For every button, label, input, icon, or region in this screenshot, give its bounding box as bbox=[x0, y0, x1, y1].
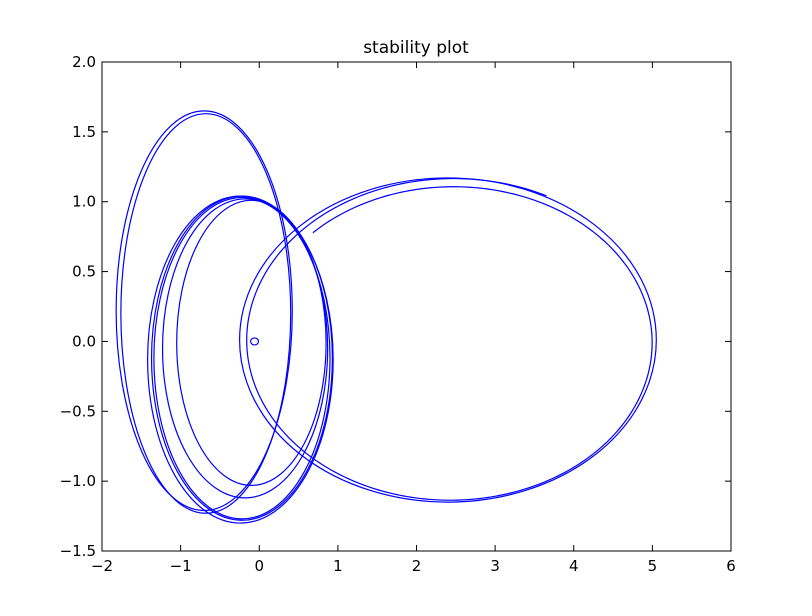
trajectory-loop-6 bbox=[120, 113, 292, 514]
trajectory-spiral-9 bbox=[246, 177, 653, 501]
x-tick-label-5: 3 bbox=[490, 557, 500, 575]
y-tick-label-0: −1.5 bbox=[60, 542, 96, 560]
trajectory-loop-2 bbox=[161, 198, 329, 499]
y-tick-label-5: 1.0 bbox=[72, 193, 96, 211]
x-tick-label-7: 5 bbox=[648, 557, 658, 575]
trajectory-loop-5 bbox=[147, 195, 334, 524]
y-axis: −1.5 −1.0 −0.5 0.0 0.5 1.0 1.5 2.0 bbox=[60, 53, 731, 560]
x-tick-label-2: 0 bbox=[254, 557, 264, 575]
y-tick-label-3: 0.0 bbox=[72, 332, 96, 350]
trajectory-loop-1 bbox=[176, 199, 327, 486]
x-axis: −2 −1 0 1 2 3 4 5 6 bbox=[91, 62, 736, 575]
x-tick-label-4: 2 bbox=[412, 557, 422, 575]
trajectory-loop-0 bbox=[250, 337, 260, 346]
chart-title: stability plot bbox=[363, 38, 469, 58]
x-tick-label-8: 6 bbox=[726, 557, 736, 575]
y-tick-label-4: 0.5 bbox=[72, 263, 96, 281]
y-tick-label-2: −0.5 bbox=[60, 402, 96, 420]
y-tick-label-1: −1.0 bbox=[60, 472, 96, 490]
y-tick-label-7: 2.0 bbox=[72, 53, 96, 71]
trajectory-loop-3 bbox=[153, 196, 331, 520]
x-tick-label-3: 1 bbox=[333, 557, 343, 575]
trajectory-loop-7 bbox=[115, 110, 293, 512]
trajectory-loop-8 bbox=[238, 177, 657, 503]
curves-layer bbox=[115, 110, 657, 524]
plot-background bbox=[102, 62, 731, 551]
y-tick-label-6: 1.5 bbox=[72, 123, 96, 141]
x-tick-label-6: 4 bbox=[569, 557, 579, 575]
x-tick-label-0: −2 bbox=[91, 557, 113, 575]
x-tick-label-1: −1 bbox=[170, 557, 192, 575]
